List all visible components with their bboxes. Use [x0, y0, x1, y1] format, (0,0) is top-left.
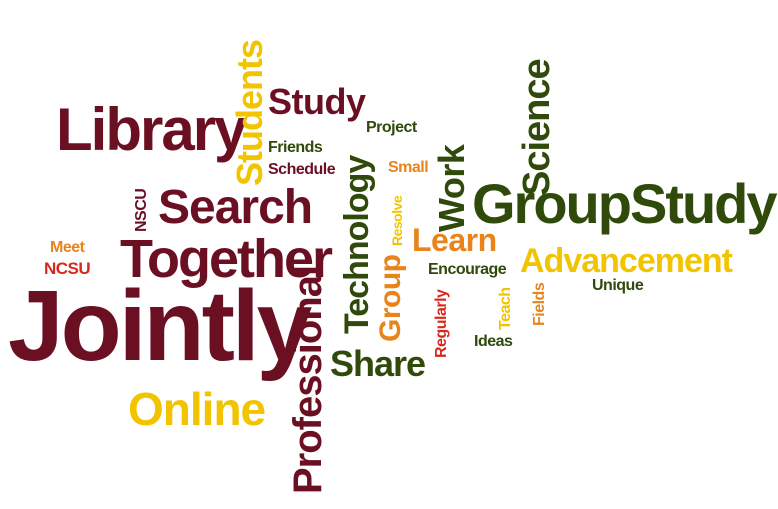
- word-unique: Unique: [592, 277, 644, 294]
- word-meet: Meet: [50, 239, 85, 256]
- word-fields: Fields: [531, 282, 548, 326]
- word-library: Library: [56, 96, 247, 163]
- word-professional: Professional: [286, 265, 330, 494]
- word-share: Share: [330, 343, 426, 384]
- word-small: Small: [388, 159, 429, 176]
- word-together: Together: [120, 229, 333, 289]
- word-schedule: Schedule: [268, 161, 336, 178]
- word-work: Work: [431, 144, 472, 232]
- word-technology: Technology: [338, 155, 376, 334]
- word-regularly: Regularly: [433, 289, 450, 358]
- word-learn: Learn: [412, 222, 497, 258]
- word-nscu: NSCU: [133, 188, 150, 232]
- word-advancement: Advancement: [520, 242, 733, 280]
- word-jointly: Jointly: [8, 270, 312, 382]
- word-group-study: GroupStudy: [472, 172, 778, 235]
- word-search: Search: [158, 181, 313, 234]
- word-ncsu: NCSU: [44, 259, 91, 278]
- word-online: Online: [128, 383, 266, 435]
- word-ideas: Ideas: [474, 333, 513, 350]
- word-students: Students: [229, 39, 270, 186]
- word-encourage: Encourage: [428, 261, 507, 278]
- word-group: Group: [374, 254, 407, 343]
- word-study: Study: [268, 81, 366, 122]
- word-resolve: Resolve: [389, 195, 405, 246]
- word-teach: Teach: [497, 287, 514, 330]
- word-project: Project: [366, 119, 417, 136]
- word-friends: Friends: [268, 139, 323, 156]
- word-science: Science: [516, 59, 558, 196]
